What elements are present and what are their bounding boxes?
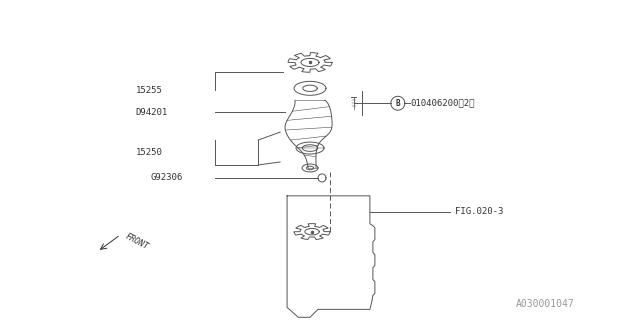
Text: D94201: D94201 [136,108,168,117]
Text: B: B [396,99,400,108]
Text: 15250: 15250 [136,148,163,156]
Text: G92306: G92306 [150,173,182,182]
Text: FIG.020-3: FIG.020-3 [454,207,503,216]
Text: A030001047: A030001047 [516,299,575,309]
Text: FRONT: FRONT [124,232,150,252]
Text: 15255: 15255 [136,86,163,95]
Text: 010406200（2）: 010406200（2） [411,99,476,108]
